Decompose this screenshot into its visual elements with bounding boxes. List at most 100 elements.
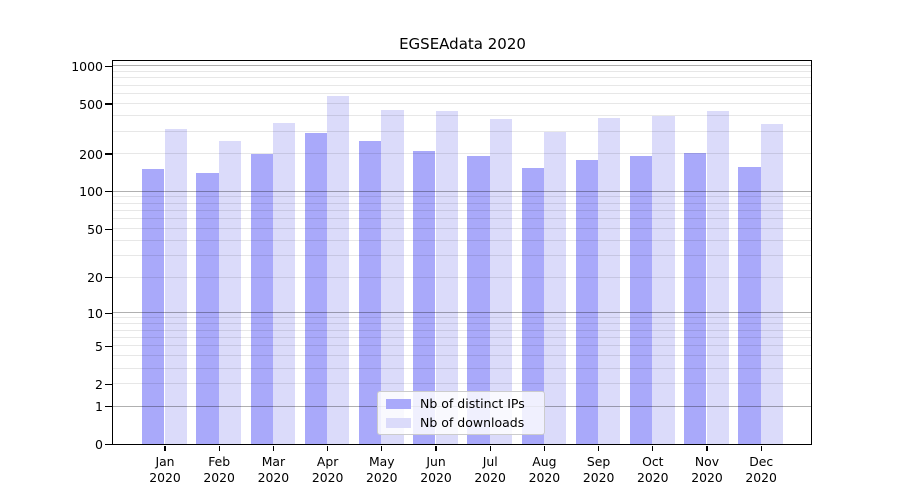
minor-gridline — [113, 228, 811, 230]
y-axis-tick — [105, 277, 113, 279]
legend-item-downloads: Nb of downloads — [386, 415, 544, 430]
bar-aug-downloads — [543, 131, 567, 444]
y-axis-tick-label: 100 — [79, 184, 103, 200]
legend-label-distinct-ips: Nb of distinct IPs — [420, 396, 525, 411]
x-axis-tick — [760, 446, 762, 451]
y-axis-tick — [105, 312, 113, 314]
minor-gridline — [113, 367, 811, 369]
bar-jan-distinct-ips — [142, 168, 165, 444]
minor-gridline — [113, 202, 811, 204]
minor-gridline — [113, 153, 811, 155]
x-axis-tick — [598, 446, 600, 451]
minor-gridline — [113, 355, 811, 357]
y-axis-tick — [105, 443, 113, 446]
y-axis-tick-label: 5 — [95, 338, 103, 354]
minor-gridline — [113, 276, 811, 278]
minor-gridline — [113, 115, 811, 117]
bar-nov-distinct-ips — [684, 152, 707, 444]
x-axis-tick-label-may: May 2020 — [366, 453, 398, 485]
y-axis-tick-label: 500 — [79, 96, 103, 112]
minor-gridline — [113, 329, 811, 331]
x-axis-tick — [489, 446, 491, 451]
y-axis-tick-label: 1 — [95, 399, 103, 415]
x-axis-tick-label-jun: Jun 2020 — [420, 453, 452, 485]
x-axis-tick — [327, 446, 329, 451]
bar-sep-distinct-ips — [575, 160, 599, 444]
bar-mar-distinct-ips — [250, 153, 273, 444]
y-axis-tick — [105, 405, 113, 408]
legend-label-downloads: Nb of downloads — [420, 415, 525, 430]
minor-gridline — [113, 383, 811, 385]
x-axis-tick-label-nov: Nov 2020 — [691, 453, 723, 485]
bar-feb-downloads — [218, 140, 241, 444]
x-axis-tick — [435, 446, 437, 451]
distinct-ips-swatch — [386, 398, 411, 409]
bar-may-downloads — [381, 110, 404, 444]
y-axis-tick-label: 10 — [87, 305, 103, 321]
major-gridline — [113, 312, 811, 314]
minor-gridline — [113, 336, 811, 338]
y-axis-tick-label: 200 — [79, 146, 103, 162]
bar-mar-downloads — [272, 122, 296, 444]
bar-jun-distinct-ips — [413, 150, 436, 444]
minor-gridline — [113, 93, 811, 95]
x-axis-tick — [543, 446, 545, 451]
bar-may-distinct-ips — [359, 140, 382, 444]
x-axis-tick-label-feb: Feb 2020 — [203, 453, 235, 485]
bar-sep-downloads — [598, 117, 621, 444]
y-axis-tick — [105, 383, 113, 385]
bar-jun-downloads — [435, 110, 458, 444]
x-axis-tick — [706, 446, 708, 451]
x-axis-tick — [272, 446, 274, 451]
chart-title: EGSEAdata 2020 — [399, 35, 526, 53]
y-axis-tick — [105, 191, 113, 193]
x-axis-tick-label-sep: Sep 2020 — [582, 453, 615, 485]
y-axis-tick-label: 1000 — [71, 58, 103, 74]
bar-oct-downloads — [652, 115, 675, 444]
minor-gridline — [113, 240, 811, 242]
y-axis-tick-label: 20 — [87, 270, 103, 286]
x-axis-tick — [164, 446, 166, 451]
y-axis-tick-label: 0 — [95, 437, 103, 452]
x-axis-tick-label-aug: Aug 2020 — [528, 453, 561, 485]
y-axis-tick-label: 2 — [95, 376, 103, 392]
minor-gridline — [113, 103, 811, 104]
bar-jul-distinct-ips — [467, 155, 490, 444]
bar-feb-distinct-ips — [196, 172, 219, 444]
downloads-swatch — [386, 417, 411, 428]
bar-aug-distinct-ips — [521, 167, 544, 444]
bar-apr-downloads — [327, 96, 350, 444]
y-axis-tick — [105, 65, 113, 67]
minor-gridline — [113, 70, 811, 72]
x-axis-tick-label-jul: Jul 2020 — [474, 453, 506, 485]
bar-dec-distinct-ips — [738, 167, 761, 444]
x-axis-tick-label-oct: Oct 2020 — [637, 453, 669, 485]
x-axis-tick-label-mar: Mar 2020 — [257, 453, 290, 485]
y-axis-tick — [105, 228, 113, 230]
major-gridline — [113, 190, 811, 192]
x-axis-tick-label-dec: Dec 2020 — [745, 453, 777, 485]
x-axis-tick-label-apr: Apr 2020 — [311, 453, 344, 485]
y-axis-tick — [105, 345, 113, 347]
bar-apr-distinct-ips — [304, 132, 328, 444]
minor-gridline — [113, 196, 811, 198]
minor-gridline — [113, 317, 811, 319]
minor-gridline — [113, 323, 811, 325]
x-axis-tick — [652, 446, 654, 451]
minor-gridline — [113, 255, 811, 257]
legend-item-distinct-ips: Nb of distinct IPs — [386, 396, 544, 411]
minor-gridline — [113, 218, 811, 220]
minor-gridline — [113, 77, 811, 79]
bar-jan-downloads — [164, 128, 187, 444]
x-axis-tick — [381, 446, 383, 451]
bar-oct-distinct-ips — [630, 156, 653, 444]
x-axis-tick-label-jan: Jan 2020 — [149, 453, 181, 485]
minor-gridline — [113, 345, 811, 347]
minor-gridline — [113, 210, 811, 212]
y-axis-tick-label: 50 — [87, 221, 103, 237]
minor-gridline — [113, 84, 811, 86]
plot-area — [112, 60, 812, 445]
x-axis-tick — [218, 446, 220, 451]
y-axis-tick — [105, 103, 113, 105]
